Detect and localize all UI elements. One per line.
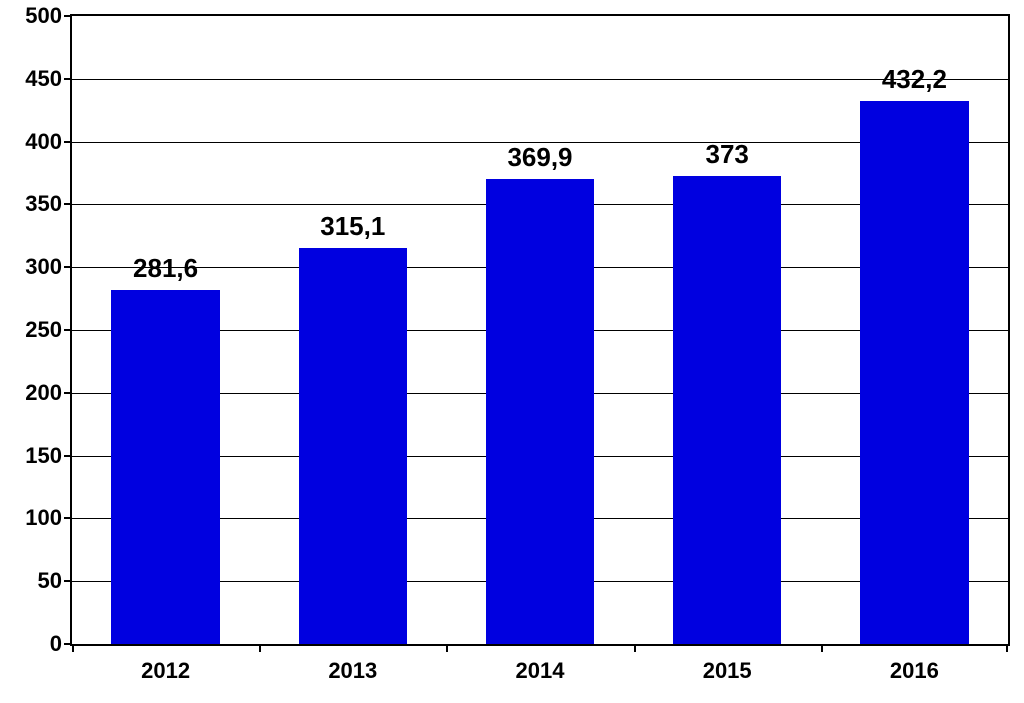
y-axis-tick-mark	[64, 141, 72, 143]
bar: 315,1	[299, 248, 408, 644]
x-axis-tick-label: 2015	[703, 644, 752, 684]
x-axis-tick-mark	[634, 644, 636, 652]
x-axis-tick-mark	[259, 644, 261, 652]
y-axis-tick-mark	[64, 517, 72, 519]
y-axis-tick-mark	[64, 266, 72, 268]
x-axis-tick-label: 2016	[890, 644, 939, 684]
bar: 373	[673, 176, 782, 644]
y-axis-tick-mark	[64, 203, 72, 205]
y-axis-tick-mark	[64, 78, 72, 80]
x-axis-tick-mark	[1006, 644, 1008, 652]
bar-value-label: 432,2	[882, 64, 947, 101]
y-axis-tick-mark	[64, 329, 72, 331]
x-axis-tick-mark	[821, 644, 823, 652]
gridline	[72, 79, 1008, 80]
bar: 432,2	[860, 101, 969, 644]
x-axis-tick-mark	[446, 644, 448, 652]
y-axis-tick-mark	[64, 392, 72, 394]
bar-value-label: 281,6	[133, 253, 198, 290]
bar-value-label: 369,9	[507, 142, 572, 179]
y-axis-tick-mark	[64, 15, 72, 17]
bar-value-label: 315,1	[320, 211, 385, 248]
x-axis-tick-label: 2013	[328, 644, 377, 684]
y-axis-tick-mark	[64, 455, 72, 457]
x-axis-tick-label: 2014	[516, 644, 565, 684]
bar-chart: 0501001502002503003504004505002012281,62…	[0, 0, 1024, 703]
bar-value-label: 373	[705, 139, 748, 176]
bar: 281,6	[111, 290, 220, 644]
x-axis-tick-mark	[72, 644, 74, 652]
plot-area: 0501001502002503003504004505002012281,62…	[70, 14, 1010, 646]
bar: 369,9	[486, 179, 595, 644]
y-axis-tick-mark	[64, 580, 72, 582]
x-axis-tick-label: 2012	[141, 644, 190, 684]
y-axis-tick-mark	[64, 643, 72, 645]
